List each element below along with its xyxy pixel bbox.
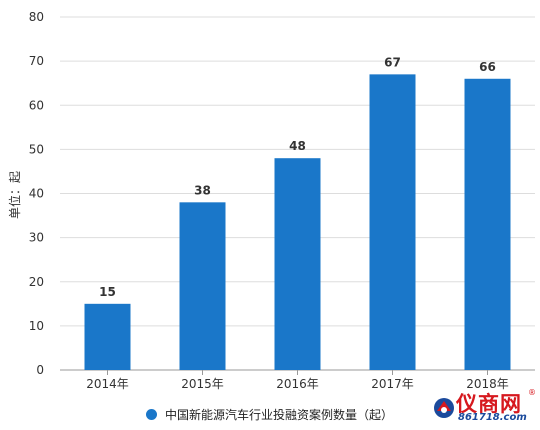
bar[interactable] xyxy=(179,202,226,370)
x-tick-label: 2016年 xyxy=(276,377,319,391)
data-label: 67 xyxy=(384,55,401,69)
bars xyxy=(84,74,511,371)
y-tick-label: 40 xyxy=(29,187,44,201)
y-tick-label: 20 xyxy=(29,275,44,289)
bar[interactable] xyxy=(84,303,131,370)
x-axis-ticks: 2014年 2015年 2016年 2017年 2018年 xyxy=(86,370,509,391)
logo-url: 861718.com xyxy=(458,412,527,423)
data-label: 38 xyxy=(194,183,211,197)
y-axis-ticks: 0 10 20 30 40 50 60 70 80 xyxy=(29,10,44,377)
x-tick-label: 2015年 xyxy=(181,377,224,391)
data-labels: 15 38 48 67 66 xyxy=(99,55,496,298)
site-logo: 仪商网 ® 861718.com xyxy=(432,388,536,426)
legend-marker xyxy=(146,409,157,420)
data-label: 66 xyxy=(479,60,496,74)
y-tick-label: 30 xyxy=(29,231,44,245)
y-axis-label: 单位：起 xyxy=(7,171,22,219)
bar[interactable] xyxy=(464,78,511,371)
y-tick-label: 0 xyxy=(36,363,44,377)
legend-label: 中国新能源汽车行业投融资案例数量（起） xyxy=(165,408,394,422)
y-tick-label: 70 xyxy=(29,54,44,68)
x-tick-label: 2014年 xyxy=(86,377,129,391)
logo-text: 仪商网 xyxy=(456,391,522,416)
y-tick-label: 80 xyxy=(29,10,44,24)
x-tick-label: 2018年 xyxy=(466,377,509,391)
x-tick-label: 2017年 xyxy=(371,377,414,391)
data-label: 15 xyxy=(99,285,116,299)
logo-registered-mark: ® xyxy=(528,388,536,397)
y-tick-label: 60 xyxy=(29,98,44,112)
legend[interactable]: 中国新能源汽车行业投融资案例数量（起） xyxy=(146,406,393,423)
logo-mark-icon xyxy=(434,398,454,418)
data-label: 48 xyxy=(289,139,306,153)
y-tick-label: 10 xyxy=(29,319,44,333)
bar[interactable] xyxy=(369,74,416,371)
bar[interactable] xyxy=(274,158,321,370)
y-tick-label: 50 xyxy=(29,142,44,156)
